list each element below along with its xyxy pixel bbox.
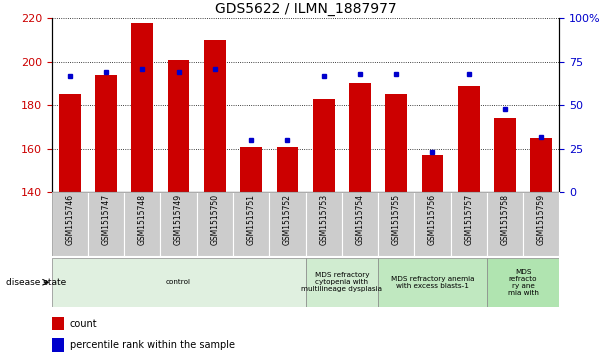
Text: GSM1515748: GSM1515748 xyxy=(138,194,147,245)
Bar xyxy=(233,192,269,256)
Bar xyxy=(277,147,299,192)
Bar xyxy=(378,192,414,256)
Text: GSM1515758: GSM1515758 xyxy=(500,194,510,245)
Bar xyxy=(52,192,88,256)
Bar xyxy=(197,192,233,256)
Text: GSM1515747: GSM1515747 xyxy=(102,194,111,245)
Text: control: control xyxy=(166,279,191,285)
Bar xyxy=(458,86,480,192)
Bar xyxy=(523,192,559,256)
Text: GSM1515754: GSM1515754 xyxy=(356,194,364,245)
Bar xyxy=(349,83,371,192)
Bar xyxy=(131,23,153,192)
Bar xyxy=(451,192,487,256)
Bar xyxy=(494,118,516,192)
Text: percentile rank within the sample: percentile rank within the sample xyxy=(70,340,235,350)
Bar xyxy=(269,192,305,256)
Bar xyxy=(168,60,190,192)
Bar xyxy=(385,94,407,192)
Bar xyxy=(95,75,117,192)
Text: GSM1515755: GSM1515755 xyxy=(392,194,401,245)
Bar xyxy=(88,192,124,256)
Text: count: count xyxy=(70,318,97,329)
Text: GSM1515751: GSM1515751 xyxy=(247,194,255,245)
Bar xyxy=(305,192,342,256)
Bar xyxy=(161,192,197,256)
Bar xyxy=(124,192,161,256)
Bar xyxy=(530,138,552,192)
Bar xyxy=(414,192,451,256)
Text: MDS refractory anemia
with excess blasts-1: MDS refractory anemia with excess blasts… xyxy=(391,276,474,289)
Bar xyxy=(52,258,305,307)
Text: GSM1515752: GSM1515752 xyxy=(283,194,292,245)
Text: GSM1515759: GSM1515759 xyxy=(537,194,546,245)
Bar xyxy=(487,258,559,307)
Text: GSM1515753: GSM1515753 xyxy=(319,194,328,245)
Bar xyxy=(204,40,226,192)
Title: GDS5622 / ILMN_1887977: GDS5622 / ILMN_1887977 xyxy=(215,2,396,16)
Bar xyxy=(59,94,81,192)
Text: MDS refractory
cytopenia with
multilineage dysplasia: MDS refractory cytopenia with multilinea… xyxy=(302,272,382,292)
Bar xyxy=(52,338,64,352)
Bar xyxy=(421,155,443,192)
Bar xyxy=(305,258,378,307)
Text: GSM1515750: GSM1515750 xyxy=(210,194,219,245)
Text: disease state: disease state xyxy=(6,278,66,287)
Text: GSM1515746: GSM1515746 xyxy=(65,194,74,245)
Bar xyxy=(342,192,378,256)
Text: GSM1515749: GSM1515749 xyxy=(174,194,183,245)
Text: GSM1515757: GSM1515757 xyxy=(464,194,473,245)
Bar xyxy=(378,258,487,307)
Bar xyxy=(52,317,64,330)
Text: GSM1515756: GSM1515756 xyxy=(428,194,437,245)
Bar xyxy=(313,99,334,192)
Bar xyxy=(240,147,262,192)
Bar xyxy=(487,192,523,256)
Text: MDS
refracto
ry ane
mia with: MDS refracto ry ane mia with xyxy=(508,269,539,296)
